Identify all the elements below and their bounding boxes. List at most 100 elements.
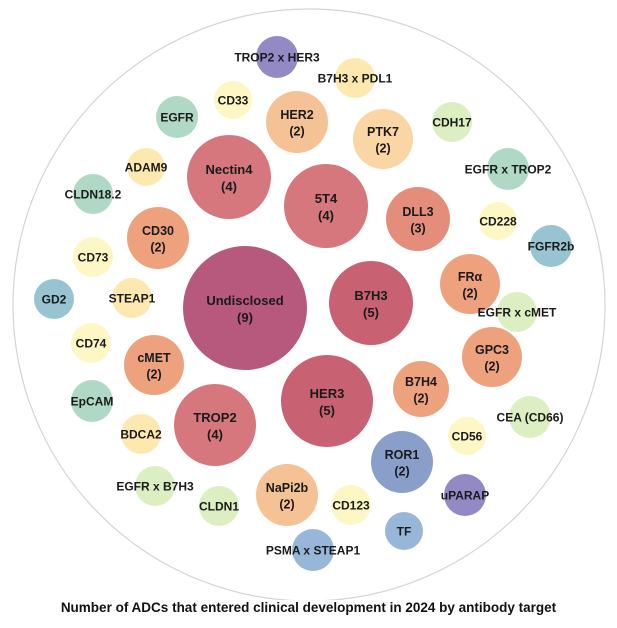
- bubble-circle-cd30: [127, 207, 189, 269]
- bubble-circle-nectin4: [187, 135, 271, 219]
- bubble-circle-uparap: [444, 474, 486, 516]
- bubble-value-gpc3: (2): [484, 360, 499, 374]
- bubble-gd2: GD2: [34, 279, 74, 319]
- bubble-label-bdca2: BDCA2: [120, 428, 162, 442]
- bubble-trop2: TROP2 (4): [174, 384, 256, 466]
- bubble-circle-ror1: [371, 431, 433, 493]
- bubble-tf: TF: [385, 512, 423, 550]
- bubble-value-undisclosed: (9): [237, 310, 253, 325]
- bubble-label-cldn18-2: CLDN18.2: [65, 188, 122, 202]
- bubble-circle-5t4: [284, 164, 368, 248]
- bubble-circle-cd56: [448, 417, 486, 455]
- bubble-uparap: uPARAP: [441, 474, 489, 516]
- bubble-value-b7h3: (5): [363, 305, 379, 320]
- bubble-circle-trop2: [174, 384, 256, 466]
- bubble-circle-bdca2: [121, 414, 161, 454]
- bubble-cldn1: CLDN1: [199, 486, 239, 526]
- bubble-fr: FRα (2): [440, 254, 500, 314]
- bubble-dll3: DLL3 (3): [386, 187, 450, 251]
- bubble-value-dll3: (3): [410, 222, 425, 236]
- bubble-her2: HER2 (2): [266, 91, 328, 153]
- bubble-circle-epcam: [71, 380, 113, 422]
- bubble-napi2b: NaPi2b (2): [256, 464, 318, 526]
- bubble-cd74: CD74: [71, 323, 111, 363]
- bubble-label-5t4: 5T4: [315, 191, 338, 206]
- bubble-circle-egfr-x-b7h3: [135, 466, 175, 506]
- bubble-value-napi2b: (2): [279, 498, 294, 512]
- bubble-label-cd73: CD73: [78, 251, 109, 265]
- bubble-chart: Undisclosed(9)B7H3(5)HER3(5)5T4(4)Nectin…: [12, 8, 606, 600]
- bubble-cldn18-2: CLDN18.2: [65, 174, 122, 214]
- bubble-label-cd74: CD74: [76, 337, 107, 351]
- bubble-value-fr: (2): [462, 287, 477, 301]
- bubble-label-b7h3: B7H3: [354, 288, 387, 303]
- bubble-b7h3: B7H3 (5): [329, 261, 413, 345]
- bubble-circle-ptk7: [353, 109, 413, 169]
- bubble-label-fgfr2b: FGFR2b: [528, 240, 575, 254]
- bubble-circle-egfr: [156, 96, 198, 138]
- bubble-circle-cmet: [124, 335, 184, 395]
- bubble-circle-egfr-x-trop2: [487, 148, 529, 190]
- bubble-label-undisclosed: Undisclosed: [206, 293, 283, 308]
- bubble-circle-b7h3-x-pdl1: [335, 58, 375, 98]
- bubble-label-cd30: CD30: [142, 224, 174, 238]
- bubble-b7h4: B7H4 (2): [393, 361, 449, 417]
- bubble-label-nectin4: Nectin4: [206, 162, 254, 177]
- bubble-cmet: cMET (2): [124, 335, 184, 395]
- bubble-value-cmet: (2): [146, 368, 161, 382]
- bubble-value-ror1: (2): [394, 465, 409, 479]
- bubble-label-b7h4: B7H4: [405, 375, 437, 389]
- bubble-label-cdh17: CDH17: [432, 116, 472, 130]
- bubble-label-cmet: cMET: [137, 351, 171, 365]
- bubble-egfr-x-b7h3: EGFR x B7H3: [116, 466, 194, 506]
- bubble-label-fr: FRα: [458, 270, 483, 284]
- bubble-value-her2: (2): [289, 125, 304, 139]
- bubble-value-b7h4: (2): [413, 392, 428, 406]
- bubble-value-cd30: (2): [150, 241, 165, 255]
- bubble-label-gd2: GD2: [42, 293, 67, 307]
- bubble-circle-cd228: [479, 202, 517, 240]
- bubble-psma-x-steap1: PSMA x STEAP1: [266, 529, 360, 571]
- bubble-circle-cd123: [331, 485, 371, 525]
- bubble-circle-cldn18-2: [73, 174, 113, 214]
- bubble-cea-cd66: CEA (CD66): [497, 396, 563, 438]
- bubble-circle-fgfr2b: [530, 225, 572, 267]
- bubble-circle-cdh17: [432, 102, 472, 142]
- bubble-label-gpc3: GPC3: [475, 343, 509, 357]
- bubble-label-her2: HER2: [280, 108, 313, 122]
- bubble-label-adam9: ADAM9: [125, 161, 168, 175]
- bubble-5t4: 5T4(4): [284, 164, 368, 248]
- bubble-label-ptk7: PTK7: [367, 125, 399, 139]
- bubble-value-trop2: (4): [207, 427, 223, 442]
- bubble-label-ror1: ROR1: [385, 448, 420, 462]
- bubble-circle-dll3: [386, 187, 450, 251]
- bubble-ptk7: PTK7 (2): [353, 109, 413, 169]
- bubble-circle-psma-x-steap1: [292, 529, 334, 571]
- bubble-circle-cldn1: [199, 486, 239, 526]
- bubble-value-nectin4: (4): [221, 179, 237, 194]
- bubble-epcam: EpCAM: [71, 380, 113, 422]
- bubble-label-cd33: CD33: [218, 94, 249, 108]
- bubble-cd123: CD123: [331, 485, 371, 525]
- bubble-bdca2: BDCA2: [120, 414, 162, 454]
- bubble-circle-napi2b: [256, 464, 318, 526]
- bubble-ror1: ROR1 (2): [371, 431, 433, 493]
- bubble-circle-b7h3: [329, 261, 413, 345]
- bubble-circle-b7h4: [393, 361, 449, 417]
- bubble-cd30: CD30 (2): [127, 207, 189, 269]
- bubble-label-egfr-x-b7h3: EGFR x B7H3: [116, 480, 194, 494]
- bubble-circle-cea-cd66: [509, 396, 551, 438]
- bubble-egfr-x-trop2: EGFR x TROP2: [465, 148, 552, 190]
- bubble-circle-gpc3: [462, 327, 522, 387]
- bubble-cdh17: CDH17: [432, 102, 472, 142]
- bubble-label-her3: HER3: [310, 386, 345, 401]
- bubble-circle-cd74: [71, 323, 111, 363]
- bubble-gpc3: GPC3 (2): [462, 327, 522, 387]
- bubble-adam9: ADAM9: [125, 148, 168, 186]
- bubble-value-5t4: (4): [318, 208, 334, 223]
- bubble-label-dll3: DLL3: [402, 205, 433, 219]
- bubble-b7h3-x-pdl1: B7H3 x PDL1: [318, 58, 393, 98]
- bubble-circle-her2: [266, 91, 328, 153]
- bubble-label-tf: TF: [397, 525, 412, 539]
- bubble-label-uparap: uPARAP: [441, 489, 489, 503]
